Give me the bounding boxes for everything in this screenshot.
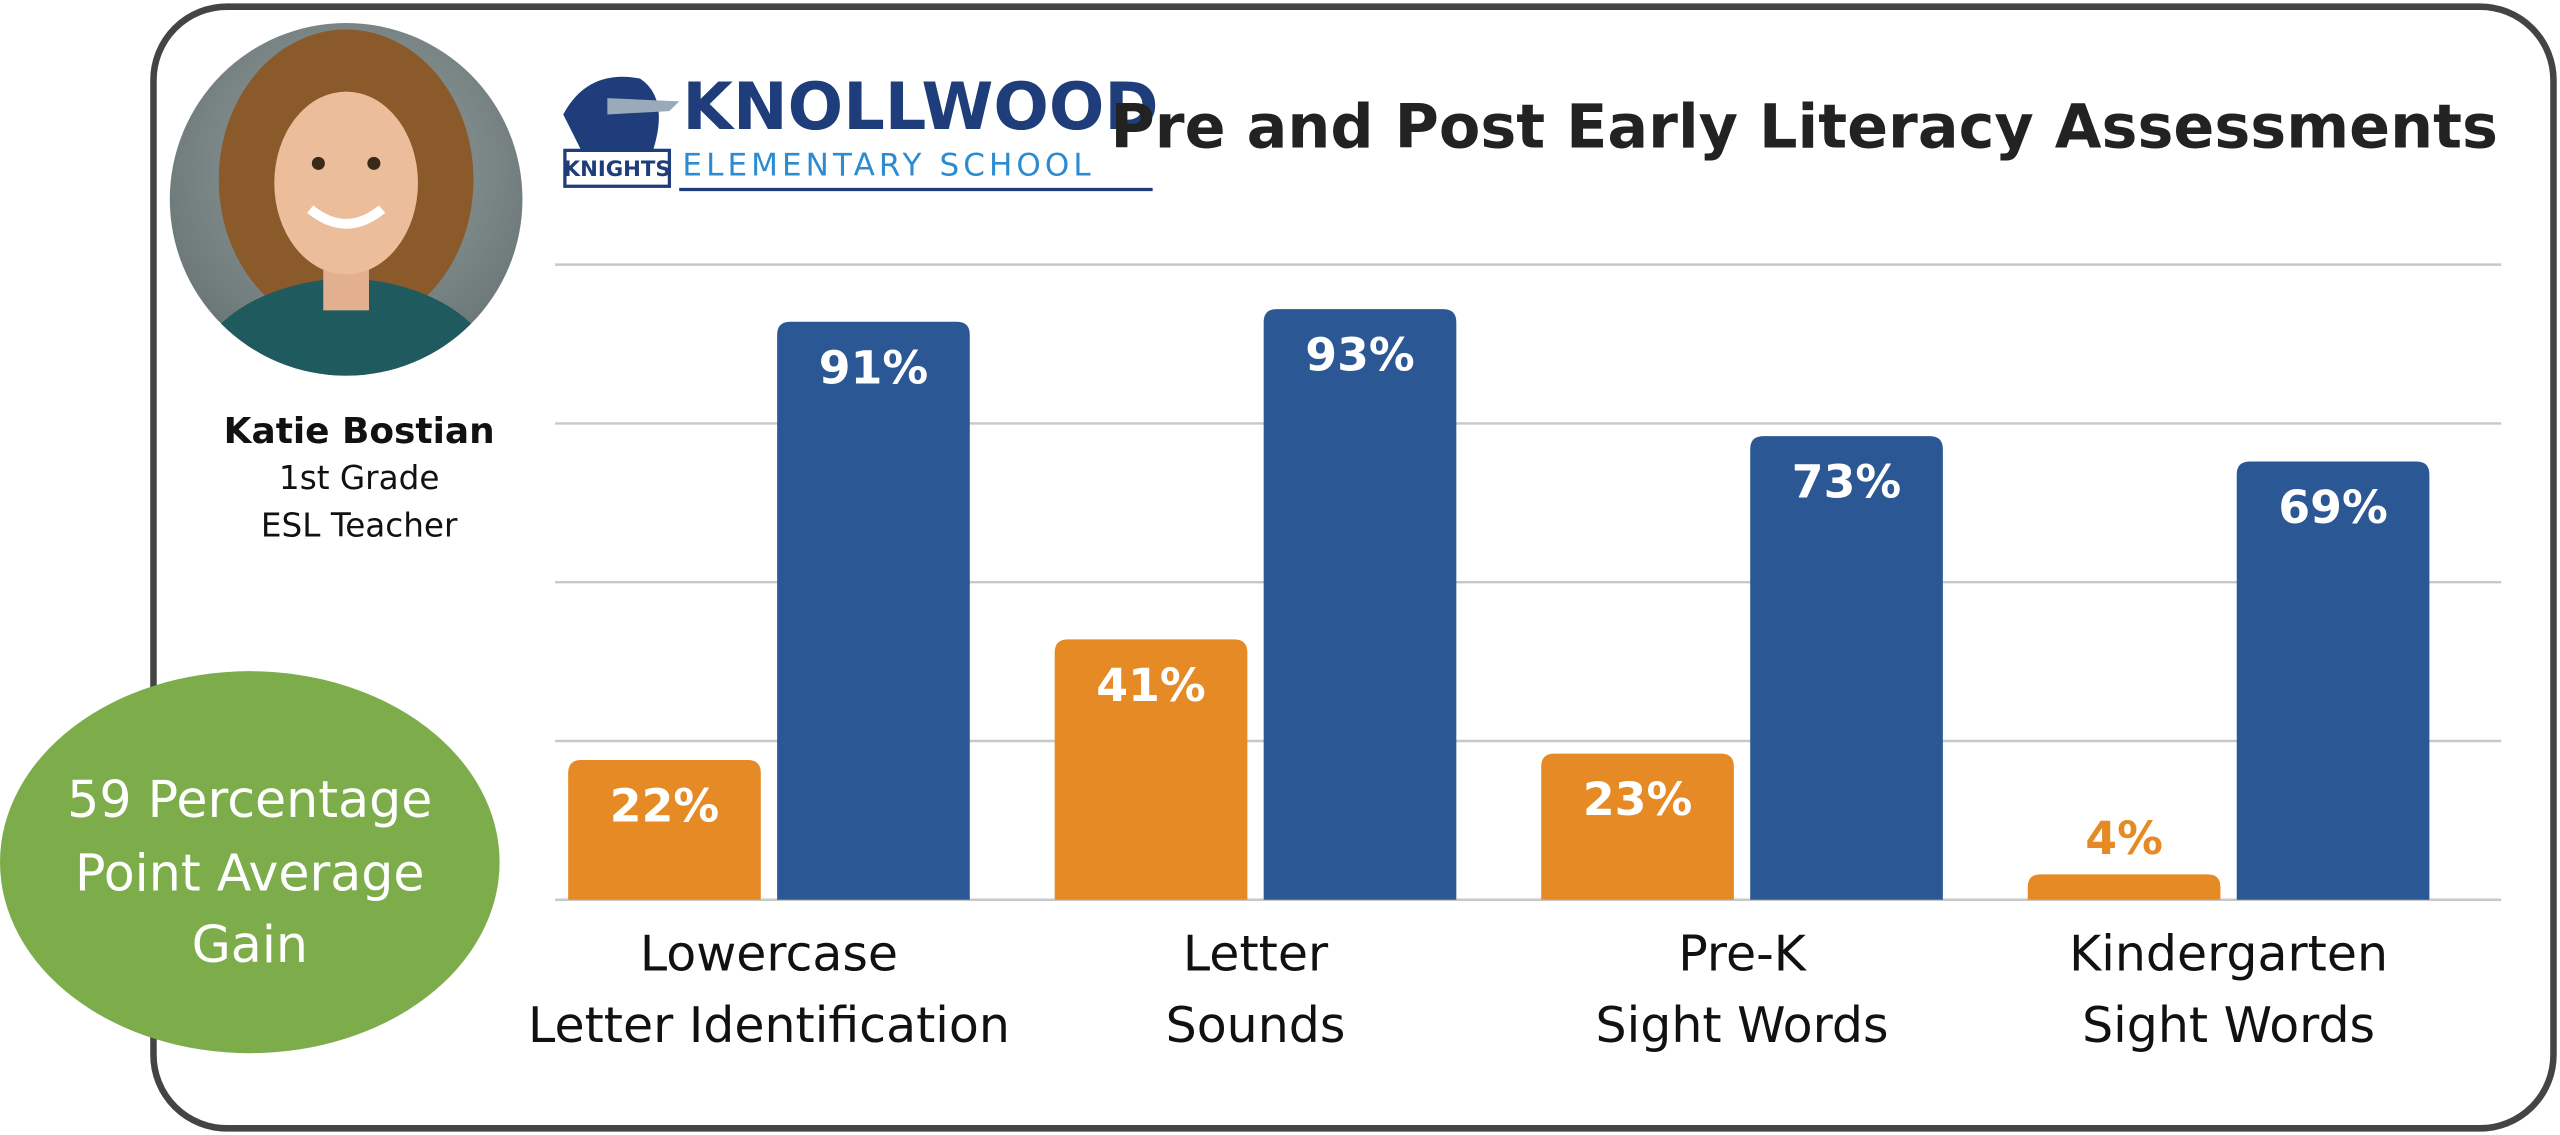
x-tick-label: Sight Words <box>1596 997 1889 1054</box>
badge-line: Point Average <box>75 843 425 902</box>
bar <box>1263 309 1457 900</box>
bar <box>777 321 970 900</box>
value-label: 69% <box>2278 481 2387 534</box>
value-label: 22% <box>610 780 719 833</box>
badge-line: Gain <box>192 915 308 974</box>
value-label: 41% <box>1096 659 1205 712</box>
value-label: 93% <box>1305 329 1414 382</box>
logo-icon <box>563 76 680 188</box>
bar <box>1541 753 1734 900</box>
value-label: 23% <box>1583 773 1692 826</box>
x-tick-label: Letter <box>1183 925 1329 982</box>
value-label: 91% <box>819 341 928 394</box>
teacher-line: ESL Teacher <box>261 507 458 545</box>
value-label: 4% <box>2085 812 2163 865</box>
bar <box>1054 639 1248 900</box>
x-tick-label: Lowercase <box>640 925 898 982</box>
badge-line: 59 Percentage <box>67 770 432 829</box>
badge <box>0 671 500 1054</box>
value-label: 73% <box>1792 456 1901 509</box>
bar <box>1750 436 1943 900</box>
bar <box>2236 461 2430 900</box>
x-tick-label: Kindergarten <box>2069 925 2388 982</box>
teacher-name: Katie Bostian <box>224 411 495 452</box>
x-tick-label: Letter Identification <box>528 997 1010 1054</box>
teacher-line: 1st Grade <box>279 459 439 497</box>
teacher-photo <box>169 23 523 376</box>
bar <box>568 760 761 900</box>
x-tick-label: Sight Words <box>2082 997 2375 1054</box>
bar <box>2027 874 2221 900</box>
logo-subtitle: ELEMENTARY SCHOOL <box>682 148 1094 184</box>
x-tick-label: Sounds <box>1166 997 1346 1054</box>
x-tick-label: Pre-K <box>1678 925 1808 982</box>
logo-mascot: KNIGHTS <box>564 157 671 182</box>
chart-title: Pre and Post Early Literacy Assessments <box>1111 92 2498 162</box>
logo-name: KNOLLWOOD <box>682 69 1158 145</box>
